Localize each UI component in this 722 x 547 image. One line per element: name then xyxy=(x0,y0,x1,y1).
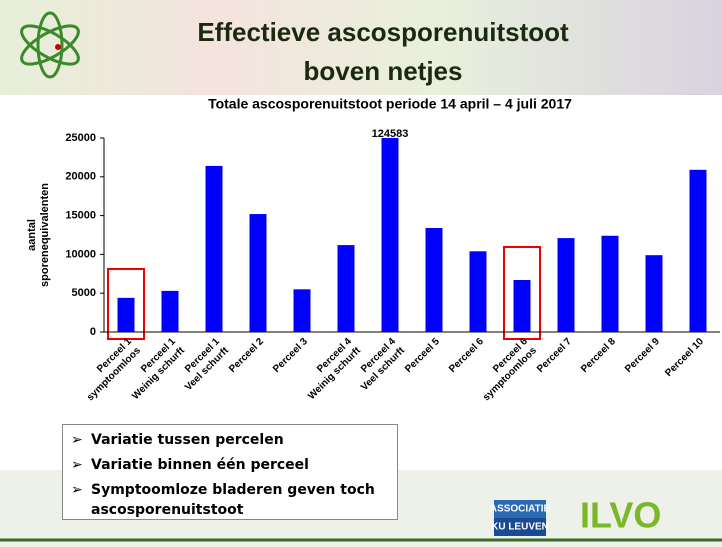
logo-ilvo: ILVO xyxy=(580,495,661,536)
logo-atom xyxy=(20,11,80,79)
y-tick-label: 0 xyxy=(90,326,96,338)
y-tick-label: 20000 xyxy=(65,171,96,183)
y-tick-label: 10000 xyxy=(65,248,96,260)
y-tick-label: 15000 xyxy=(65,210,96,222)
x-tick-label: Perceel 6 xyxy=(447,336,486,375)
bar xyxy=(205,165,223,332)
bar xyxy=(249,214,267,332)
plot-area xyxy=(117,138,707,332)
bar xyxy=(381,138,399,332)
y-axis-label: aantal xyxy=(26,219,38,251)
y-tick-label: 25000 xyxy=(65,132,96,144)
bar xyxy=(337,245,355,332)
x-tick-label: Perceel 9 xyxy=(623,336,662,375)
bar xyxy=(601,235,619,332)
x-tick-label: Perceel 8 xyxy=(579,336,618,375)
bar xyxy=(513,280,531,332)
header-background xyxy=(0,0,722,95)
bar xyxy=(425,228,443,332)
bar xyxy=(293,289,311,332)
chart-title: Totale ascosporenuitstoot periode 14 apr… xyxy=(208,96,572,112)
x-tick-label: Perceel 10 xyxy=(663,336,706,379)
bar xyxy=(117,297,135,332)
value-label: 124583 xyxy=(372,128,409,140)
bar xyxy=(557,238,575,332)
bar xyxy=(689,169,707,332)
bar xyxy=(645,255,663,332)
bullet: Variatie tussen percelen xyxy=(63,430,397,450)
y-axis-label: sporenequivalenten xyxy=(39,183,51,287)
logo-text: KU LEUVEN xyxy=(491,522,549,533)
bullet: Variatie binnen één perceel xyxy=(63,455,397,475)
x-tick-label: Perceel 2 xyxy=(227,336,266,375)
bullet-box: Variatie tussen percelen Variatie binnen … xyxy=(62,424,398,520)
slide-title: Effectieve ascosporenuitstoot xyxy=(197,17,569,47)
highlight-box xyxy=(503,246,541,340)
logo-kuleuven: ASSOCIATIE KU LEUVEN xyxy=(490,500,551,536)
x-tick-label: Perceel 7 xyxy=(535,336,574,375)
bar xyxy=(469,251,487,332)
slide-title: boven netjes xyxy=(304,56,463,86)
x-tick-label: Perceel 5 xyxy=(403,336,442,375)
logo-text: ASSOCIATIE xyxy=(490,504,551,515)
bullet: Symptoomloze bladeren geven toch ascospo… xyxy=(63,480,397,520)
x-tick-label: Perceel 3 xyxy=(271,336,310,375)
highlight-box xyxy=(107,268,145,340)
y-tick-label: 5000 xyxy=(72,287,96,299)
bar xyxy=(161,290,179,332)
